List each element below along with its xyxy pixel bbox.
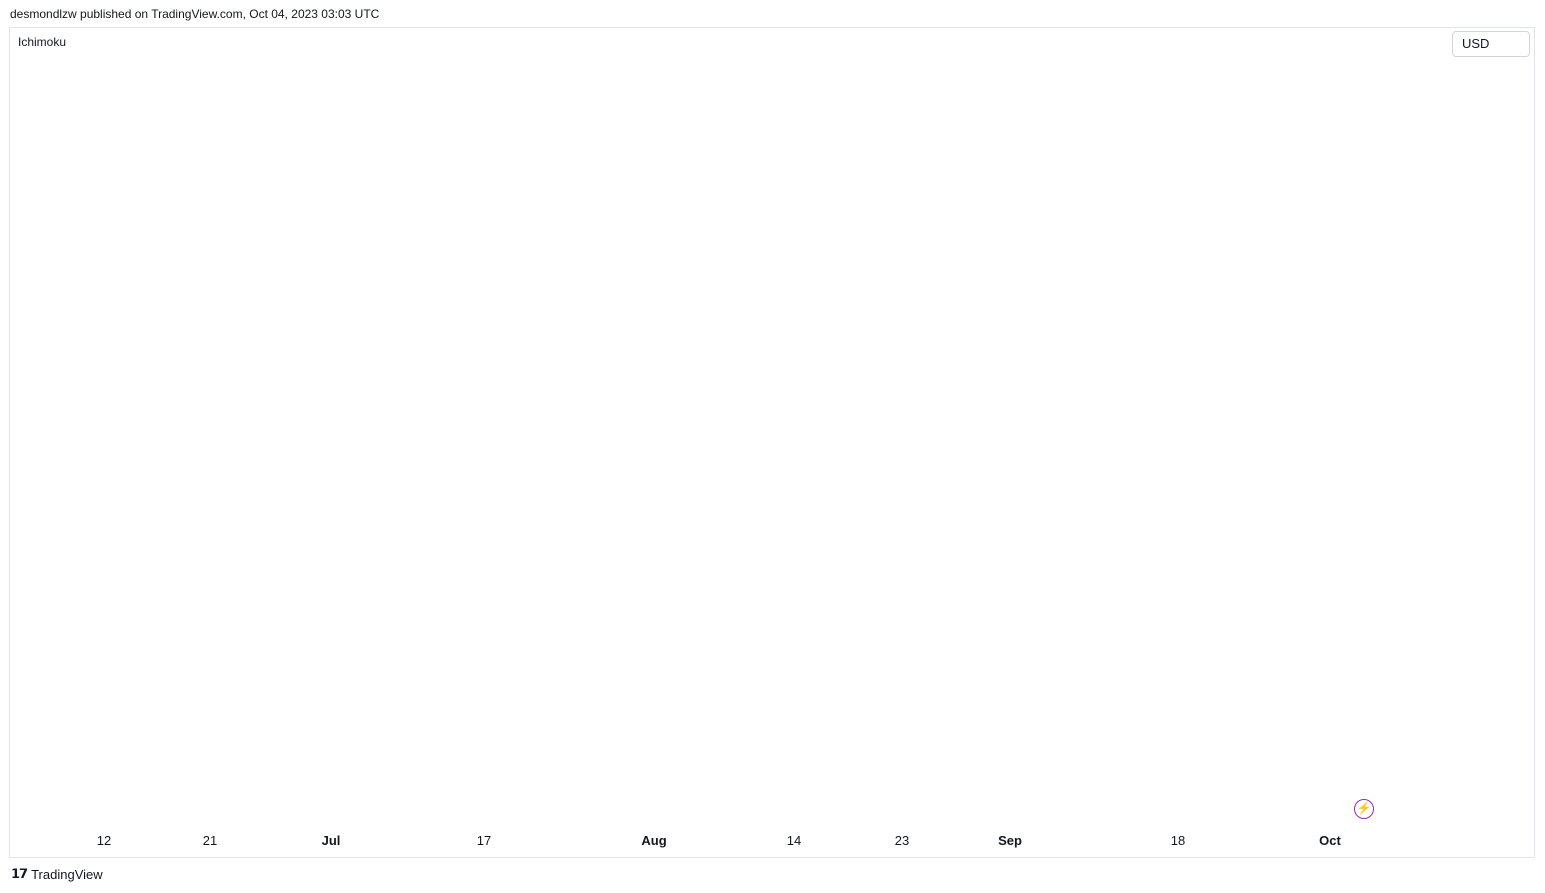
time-axis[interactable]: 12 21 Jul 17 Aug 14 23 Sep 18 Oct: [97, 833, 1342, 848]
x-tick-label: 18: [1171, 833, 1185, 848]
x-tick-label: 23: [895, 833, 909, 848]
x-tick-label: 12: [97, 833, 111, 848]
publisher-credit: desmondlzw published on TradingView.com,…: [10, 7, 380, 21]
x-tick-label: Oct: [1319, 833, 1341, 848]
x-tick-label: Jul: [322, 833, 341, 848]
x-tick-label: 17: [477, 833, 491, 848]
x-tick-label: Aug: [641, 833, 666, 848]
x-tick-label: 21: [203, 833, 217, 848]
tradingview-logo-icon: 𝟭𝟳: [11, 866, 28, 881]
indicator-label[interactable]: Ichimoku: [18, 35, 67, 49]
x-tick-label: Sep: [998, 833, 1022, 848]
chart-frame: [9, 27, 1535, 858]
lightning-icon[interactable]: ⚡: [1354, 799, 1374, 819]
x-tick-label: 14: [787, 833, 801, 848]
currency-selector[interactable]: USD: [1452, 31, 1530, 57]
footer-brand-text: TradingView: [31, 866, 103, 882]
footer-branding: 𝟭𝟳 TradingView: [11, 866, 103, 882]
